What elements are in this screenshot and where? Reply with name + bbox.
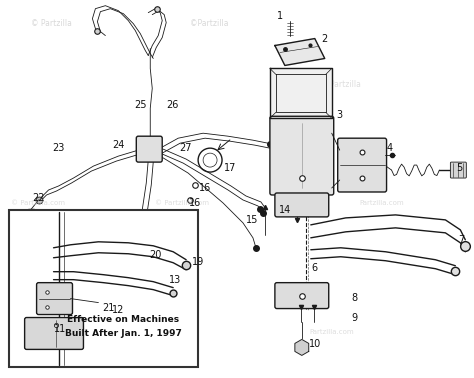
FancyBboxPatch shape [36,283,73,314]
Bar [9,210,198,367]
Text: 14: 14 [279,205,291,215]
Polygon shape [137,248,163,276]
FancyBboxPatch shape [25,318,83,349]
FancyBboxPatch shape [275,283,329,308]
Text: 7: 7 [458,235,465,245]
Text: Effective on Machines: Effective on Machines [67,314,179,324]
Text: 21: 21 [102,302,115,313]
Text: 8: 8 [352,293,358,303]
Text: 3: 3 [337,110,343,120]
Text: ©Partzilla: ©Partzilla [190,19,228,28]
Text: 27: 27 [179,143,191,153]
Polygon shape [275,39,325,65]
Text: Partzilla.com: Partzilla.com [310,330,355,336]
Text: 1: 1 [277,11,283,21]
Text: 26: 26 [166,100,178,110]
Text: © Partzilla: © Partzilla [31,19,72,28]
Text: 4: 4 [386,143,392,153]
Text: Partzilla.com: Partzilla.com [360,200,404,206]
FancyBboxPatch shape [137,136,162,162]
Text: 17: 17 [224,163,236,173]
Text: 5: 5 [456,163,463,173]
Polygon shape [270,68,332,118]
Text: 13: 13 [169,275,182,285]
Text: 10: 10 [309,339,321,349]
Text: 16: 16 [199,183,211,193]
Text: 20: 20 [149,250,162,260]
Text: 15: 15 [246,215,258,225]
Text: Built After Jan. 1, 1997: Built After Jan. 1, 1997 [65,330,182,338]
FancyBboxPatch shape [450,162,466,178]
Text: 25: 25 [134,100,146,110]
Text: 22: 22 [32,193,45,203]
Text: 24: 24 [112,140,125,150]
Text: 19: 19 [192,257,204,267]
Text: 23: 23 [52,143,65,153]
Text: 6: 6 [312,263,318,273]
Text: 12: 12 [112,305,125,314]
Text: © Partzilla.com: © Partzilla.com [11,200,64,206]
FancyBboxPatch shape [337,138,387,192]
Text: 9: 9 [352,313,358,322]
Polygon shape [295,339,309,355]
Text: © Partzilla.com: © Partzilla.com [155,200,209,206]
Text: 2: 2 [322,34,328,43]
FancyBboxPatch shape [275,193,329,217]
Text: 11: 11 [55,324,67,335]
Text: © Partzilla: © Partzilla [320,81,361,90]
Text: 16: 16 [189,198,201,208]
FancyBboxPatch shape [270,116,334,195]
